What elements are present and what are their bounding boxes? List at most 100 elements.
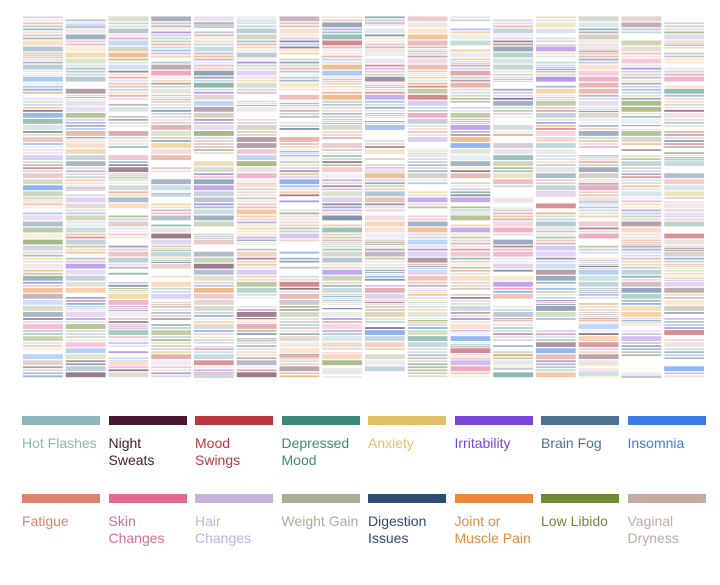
stripe-mark	[23, 197, 63, 199]
stripe-mark	[578, 128, 619, 130]
stripe-mark	[407, 106, 448, 109]
stripe-mark	[65, 310, 106, 312]
stripe-mark	[664, 179, 704, 185]
stripe-mark	[65, 149, 106, 154]
stripe-mark	[578, 293, 619, 296]
stripe-mark	[450, 293, 491, 296]
stripe-mark	[578, 94, 619, 97]
stripe-mark	[279, 43, 320, 46]
stripe-mark	[450, 257, 491, 260]
stripe-mark	[236, 369, 277, 372]
stripe-mark	[236, 218, 277, 221]
stripe-mark	[407, 263, 448, 265]
stripe-mark	[108, 97, 149, 100]
stripe-mark	[578, 320, 619, 322]
stripe-mark	[407, 342, 448, 348]
stripe-mark	[23, 88, 63, 91]
stripe-mark	[621, 275, 662, 278]
stripe-mark	[407, 161, 448, 164]
stripe-mark	[194, 284, 234, 287]
stripe-mark	[536, 85, 576, 88]
stripe-mark	[236, 366, 277, 369]
stripe-mark	[365, 109, 405, 112]
stripe-mark	[578, 140, 619, 142]
stripe-mark	[621, 345, 662, 348]
stripe-mark	[664, 31, 704, 34]
legend-swatch	[627, 494, 706, 503]
stripe-mark	[65, 363, 106, 366]
stripe-mark	[365, 146, 405, 148]
stripe-mark	[450, 191, 491, 194]
stripe-mark	[578, 173, 619, 179]
stripe-mark	[108, 64, 149, 70]
stripe-mark	[621, 85, 662, 88]
stripe-mark	[236, 260, 277, 263]
stripe-mark	[108, 372, 149, 378]
stripe-mark	[407, 137, 448, 142]
stripe-mark	[365, 40, 405, 43]
stripe-mark	[108, 137, 149, 139]
stripe-mark	[536, 149, 576, 154]
stripe-mark	[23, 97, 63, 100]
stripe-mark	[236, 275, 277, 278]
stripe-mark	[151, 306, 191, 308]
stripe-mark	[664, 88, 704, 94]
stripe-mark	[151, 348, 191, 351]
stripe-mark	[236, 49, 277, 52]
stripe-mark	[407, 194, 448, 197]
stripe-mark	[365, 88, 405, 91]
stripe-mark	[322, 82, 362, 85]
stripe-mark	[621, 79, 662, 82]
stripe-mark	[365, 327, 405, 329]
stripe-mark	[151, 70, 191, 76]
stripe-mark	[407, 167, 448, 170]
stripe-mark	[365, 354, 405, 360]
stripe-mark	[493, 40, 533, 43]
stripe-mark	[365, 19, 405, 22]
stripe-mark	[322, 212, 362, 215]
stripe-mark	[450, 233, 491, 236]
stripe-mark	[23, 72, 63, 74]
stripe-mark	[493, 368, 533, 370]
stripe-mark	[151, 372, 191, 375]
stripe-mark	[194, 161, 234, 167]
stripe-mark	[664, 324, 704, 326]
stripe-mark	[279, 164, 320, 167]
stripe-mark	[450, 375, 491, 378]
stripe-mark	[279, 146, 320, 148]
stripe-mark	[108, 94, 149, 97]
stripe-mark	[279, 293, 320, 299]
stripe-mark	[151, 330, 191, 335]
stripe-mark	[236, 241, 277, 243]
stripe-mark	[407, 336, 448, 341]
stripe-mark	[322, 191, 362, 197]
stripe-mark	[407, 76, 448, 79]
stripe-mark	[151, 31, 191, 34]
stripe-mark	[536, 369, 576, 372]
stripe-mark	[65, 182, 106, 185]
stripe-mark	[194, 140, 234, 142]
stripe-mark	[151, 94, 191, 97]
stripe-mark	[65, 167, 106, 170]
stripe-mark	[365, 122, 405, 125]
stripe-mark	[194, 315, 234, 317]
stripe-mark	[322, 131, 362, 133]
stripe-mark	[450, 284, 491, 287]
stripe-mark	[664, 109, 704, 112]
stripe-mark	[23, 173, 63, 179]
stripe-mark	[407, 322, 448, 324]
stripe-mark	[536, 287, 576, 290]
stripe-mark	[621, 318, 662, 320]
stripe-mark	[578, 31, 619, 34]
stripe-mark	[23, 137, 63, 142]
stripe-mark	[279, 200, 320, 203]
stripe-mark	[536, 109, 576, 112]
stripe-mark	[322, 125, 362, 130]
stripe-mark	[536, 221, 576, 227]
stripe-mark	[578, 44, 619, 46]
stripe-mark	[493, 131, 533, 133]
stripe-mark	[493, 185, 533, 188]
stripe-mark	[664, 215, 704, 218]
stripe-mark	[236, 137, 277, 142]
stripe-mark	[279, 330, 320, 332]
